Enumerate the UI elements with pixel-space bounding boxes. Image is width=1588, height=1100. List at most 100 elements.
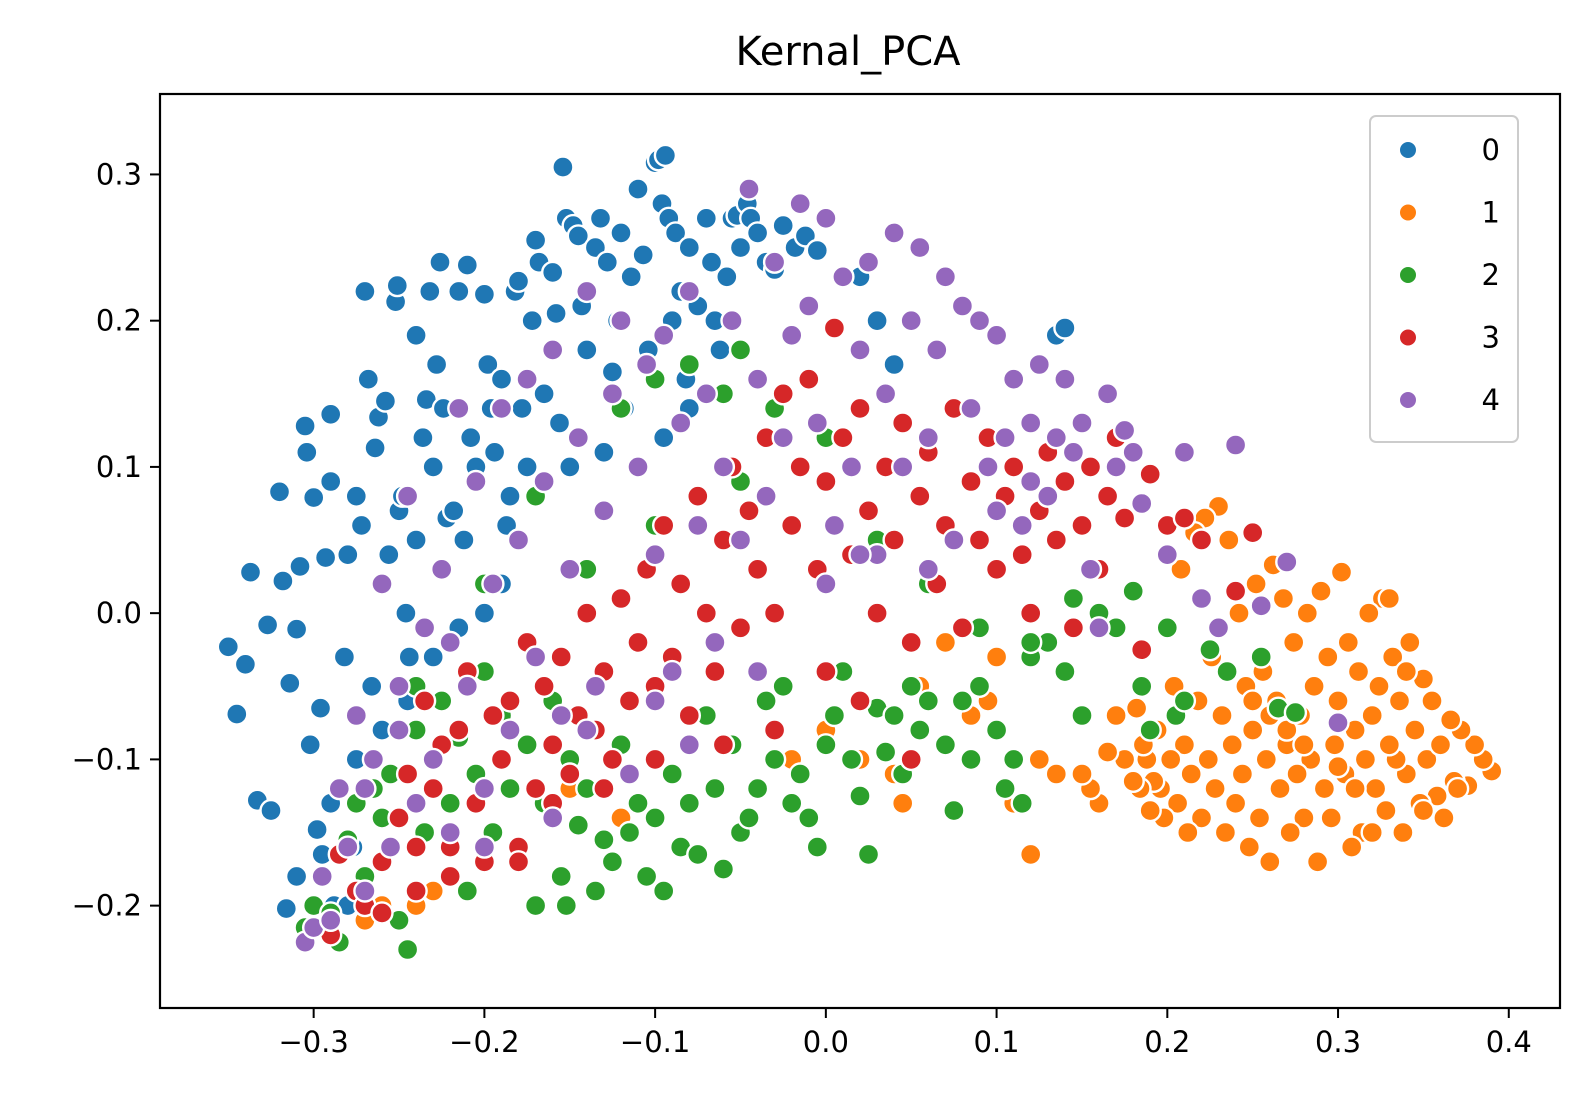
- data-point: [831, 426, 855, 450]
- data-point: [566, 813, 590, 837]
- data-point: [814, 206, 838, 231]
- data-point: [377, 543, 401, 567]
- data-point: [520, 309, 544, 333]
- data-point: [865, 309, 889, 333]
- data-point: [421, 776, 445, 801]
- data-point: [1237, 835, 1262, 859]
- data-point: [216, 635, 241, 659]
- data-point: [575, 718, 599, 742]
- data-point: [856, 499, 881, 523]
- data-point: [1053, 469, 1077, 494]
- data-point: [308, 696, 333, 720]
- data-point: [916, 557, 940, 581]
- data-point: [421, 455, 445, 479]
- data-point: [1398, 630, 1422, 655]
- data-point: [1223, 433, 1248, 457]
- data-point: [967, 528, 992, 552]
- data-point: [544, 301, 568, 326]
- data-point: [1230, 762, 1255, 786]
- data-point: [1283, 700, 1308, 725]
- data-point: [1002, 367, 1026, 391]
- data-point: [1124, 696, 1149, 720]
- data-point: [626, 630, 650, 655]
- data-point: [293, 414, 317, 438]
- data-point: [421, 645, 445, 669]
- legend-label: 3: [1482, 321, 1500, 355]
- legend-marker: [1398, 390, 1418, 410]
- data-point: [515, 367, 539, 391]
- data-point: [699, 250, 724, 274]
- data-point: [551, 155, 575, 179]
- data-point: [575, 601, 599, 625]
- data-point: [788, 455, 812, 479]
- data-point: [319, 908, 343, 932]
- data-point: [908, 484, 932, 508]
- data-point: [899, 309, 923, 333]
- data-point: [1240, 521, 1265, 545]
- data-point: [711, 455, 736, 479]
- data-point: [1240, 718, 1265, 742]
- data-point: [1172, 440, 1197, 464]
- data-point: [609, 309, 633, 333]
- data-point: [1357, 601, 1381, 625]
- data-point: [1172, 689, 1197, 713]
- data-point: [387, 718, 411, 742]
- data-point: [1155, 543, 1180, 567]
- data-point: [873, 740, 898, 764]
- data-point: [617, 820, 642, 845]
- data-point: [455, 253, 479, 277]
- y-tick-label: 0.0: [96, 596, 142, 630]
- data-point: [762, 601, 787, 625]
- data-point: [1070, 762, 1094, 786]
- data-point: [541, 733, 565, 757]
- data-point: [619, 265, 643, 289]
- data-point: [1420, 689, 1444, 713]
- data-point: [438, 791, 462, 815]
- data-point: [882, 352, 906, 377]
- y-tick-label: −0.2: [72, 889, 142, 923]
- data-point: [873, 382, 898, 406]
- data-point: [1179, 762, 1203, 786]
- data-point: [1176, 820, 1200, 845]
- data-point: [1010, 513, 1034, 538]
- data-point: [677, 352, 701, 377]
- data-point: [1322, 733, 1347, 757]
- data-point: [510, 396, 534, 421]
- data-point: [271, 569, 295, 593]
- data-point: [498, 689, 522, 713]
- series-4: [293, 177, 1350, 954]
- data-point: [412, 616, 437, 640]
- legend-marker: [1398, 327, 1418, 348]
- data-point: [856, 250, 881, 274]
- data-point: [481, 703, 505, 728]
- data-point: [566, 426, 590, 450]
- data-point: [1002, 455, 1026, 479]
- data-point: [1053, 659, 1077, 684]
- data-point: [1138, 798, 1162, 823]
- data-point: [737, 806, 761, 830]
- data-point: [1316, 645, 1340, 669]
- data-point: [1189, 528, 1214, 552]
- data-point: [1095, 382, 1120, 406]
- data-point: [1377, 586, 1402, 611]
- data-point: [848, 689, 872, 713]
- data-point: [302, 485, 326, 510]
- data-point: [1275, 550, 1299, 574]
- data-point: [532, 382, 556, 406]
- data-point: [1010, 543, 1034, 567]
- data-point: [839, 455, 864, 479]
- data-point: [1053, 316, 1077, 340]
- data-point: [452, 528, 476, 552]
- data-point: [677, 733, 701, 757]
- data-point: [592, 499, 616, 523]
- data-point: [430, 557, 454, 581]
- data-point: [600, 747, 625, 772]
- legend-label: 2: [1482, 258, 1500, 292]
- data-point: [663, 221, 688, 245]
- data-point: [745, 367, 770, 391]
- data-point: [652, 879, 676, 903]
- x-axis: −0.3 −0.2 −0.1 0.0 0.1 0.2 0.3 0.4: [278, 1008, 1532, 1059]
- data-point: [404, 323, 428, 347]
- data-point: [1213, 820, 1238, 845]
